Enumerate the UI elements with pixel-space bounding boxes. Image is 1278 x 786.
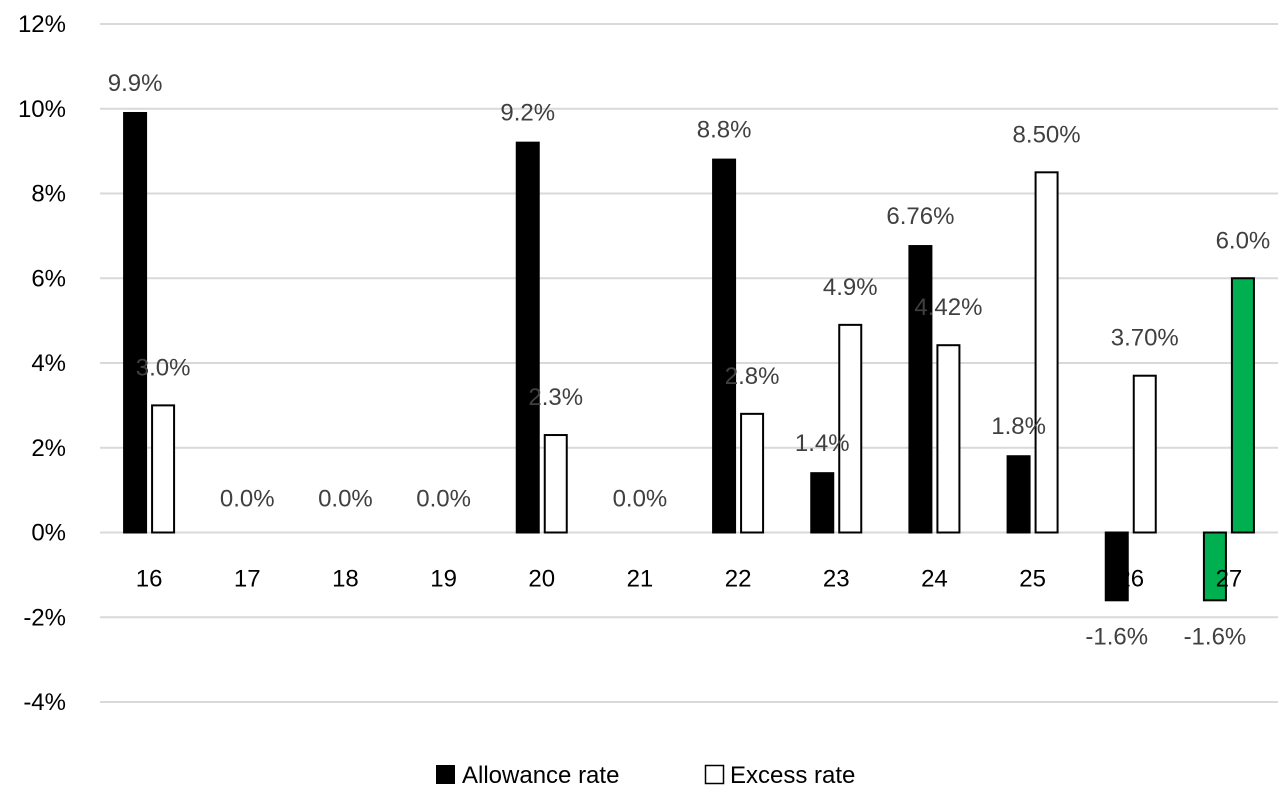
excess-rate-bar <box>1132 374 1157 534</box>
allowance-rate-label: 9.2% <box>500 100 555 127</box>
excess-rate-label: 4.9% <box>823 274 878 301</box>
allowance-rate-label: 6.76% <box>886 203 954 230</box>
excess-rate-bar <box>936 344 961 534</box>
excess-rate-bar <box>151 404 176 534</box>
allowance-rate-label: -1.6% <box>1184 623 1247 650</box>
allowance-rate-label: -1.6% <box>1085 623 1148 650</box>
x-tick-label: 22 <box>725 566 752 593</box>
x-tick-label: 24 <box>921 566 948 593</box>
allowance-rate-label: 9.9% <box>108 70 163 97</box>
x-tick-label: 27 <box>1216 566 1243 593</box>
allowance-rate-label: 1.4% <box>795 430 850 457</box>
allowance-rate-bar <box>1104 531 1129 602</box>
excess-rate-label: 2.3% <box>528 384 583 411</box>
legend-swatch-excess <box>704 764 725 785</box>
legend: Allowance rate Excess rate <box>436 762 855 786</box>
excess-rate-bar <box>740 412 765 534</box>
x-tick-label: 23 <box>823 566 850 593</box>
excess-rate-bar <box>838 323 863 534</box>
x-tick-label: 20 <box>528 566 555 593</box>
allowance-rate-bar <box>810 472 835 534</box>
excess-rate-label: 0.0% <box>613 486 668 513</box>
x-tick-label: 16 <box>136 566 163 593</box>
allowance-rate-bar <box>1006 455 1031 534</box>
y-tick-label: 4% <box>31 350 66 377</box>
x-tick-label: 19 <box>430 566 457 593</box>
y-tick-label: 12% <box>18 11 66 38</box>
x-tick-label: 18 <box>332 566 359 593</box>
y-tick-label: 2% <box>31 435 66 462</box>
excess-rate-bar <box>1034 171 1059 534</box>
excess-rate-bar <box>543 434 568 534</box>
y-tick-label: 0% <box>31 520 66 547</box>
y-tick-label: 10% <box>18 96 66 123</box>
excess-rate-bar <box>1230 277 1255 534</box>
x-tick-label: 17 <box>234 566 261 593</box>
y-tick-label: 8% <box>31 181 66 208</box>
excess-rate-label: 6.0% <box>1216 227 1271 254</box>
allowance-rate-label: 8.8% <box>697 117 752 144</box>
allowance-rate-label: 1.8% <box>991 413 1046 440</box>
allowance-rate-bar <box>1202 531 1227 602</box>
y-tick-label: 6% <box>31 265 66 292</box>
excess-rate-label: 0.0% <box>220 486 275 513</box>
y-tick-label: -4% <box>23 689 66 716</box>
data-labels: 9.9% 3.0% 0.0% 0.0% 0.0% 9.2% 2.3% 0.0% 8.8% 2.8%… <box>108 70 1271 650</box>
excess-rate-label: 3.70% <box>1111 325 1179 352</box>
allowance-rate-bar <box>515 141 540 534</box>
legend-label-excess: Excess rate <box>730 762 855 786</box>
gridlines <box>100 23 1278 703</box>
x-axis-ticks: 16 17 18 19 20 21 22 23 24 25 26 27 <box>136 566 1243 593</box>
x-tick-label: 25 <box>1019 566 1046 593</box>
x-tick-label: 26 <box>1117 566 1144 593</box>
allowance-rate-bar <box>908 245 933 534</box>
excess-rate-label: 8.50% <box>1013 121 1081 148</box>
y-axis-ticks: -4% -2% 0% 2% 4% 6% 8% 10% 12% <box>18 11 66 716</box>
excess-rate-label: 0.0% <box>318 486 373 513</box>
excess-rate-label: 3.0% <box>136 354 191 381</box>
y-tick-label: -2% <box>23 604 66 631</box>
excess-rate-label: 2.8% <box>725 363 780 390</box>
allowance-rate-bar <box>712 158 737 534</box>
legend-label-allowance: Allowance rate <box>462 762 619 786</box>
excess-rate-label: 0.0% <box>416 486 471 513</box>
legend-swatch-allowance <box>436 765 455 784</box>
x-tick-label: 21 <box>627 566 654 593</box>
bars <box>123 111 1255 602</box>
allowance-rate-bar <box>123 111 148 534</box>
excess-rate-label: 4.42% <box>914 294 982 321</box>
